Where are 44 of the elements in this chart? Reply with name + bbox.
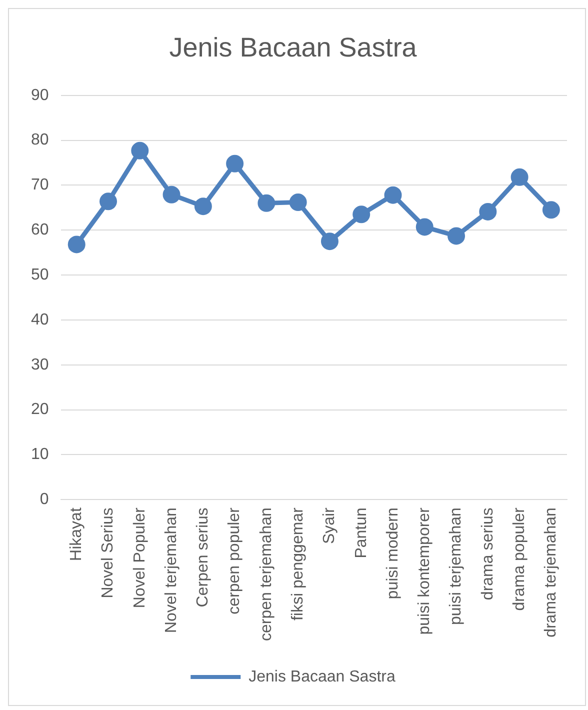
x-tick-label: fiksi penggemar	[289, 506, 306, 621]
point	[258, 194, 276, 212]
point	[384, 186, 402, 204]
x-tick-label: drama populer	[510, 506, 528, 611]
point	[448, 227, 466, 245]
x-tick-label: puisi terjemahan	[448, 508, 465, 625]
legend-label: Jenis Bacaan Sastra	[248, 668, 396, 686]
point	[68, 236, 86, 254]
point	[510, 168, 528, 186]
y-tick-label: 0	[40, 490, 49, 508]
x-tick-label: puisi modern	[384, 508, 402, 600]
x-tick-label: Novel Serius	[100, 508, 117, 598]
x-tick-label: Cerpen serius	[194, 508, 212, 608]
y-tick-label: 40	[31, 311, 49, 328]
y-tick-label: 20	[31, 401, 49, 418]
chart-title: Jenis Bacaan Sastra	[169, 32, 418, 63]
y-tick-label: 60	[31, 222, 49, 239]
point	[320, 232, 338, 250]
x-tick-label: Novel Populer	[131, 506, 148, 608]
x-tick-label: Syair	[321, 506, 338, 544]
point	[352, 206, 370, 224]
point	[289, 194, 307, 212]
y-tick-label: 50	[31, 266, 49, 284]
point	[542, 201, 560, 219]
y-tick-label: 90	[31, 86, 49, 104]
x-tick-label: cerpen populer	[226, 506, 244, 614]
point	[479, 202, 497, 220]
point	[131, 142, 149, 160]
point	[226, 154, 244, 172]
x-tick-label: drama terjemahan	[542, 508, 560, 638]
x-tick-label: Pantun	[352, 508, 370, 558]
y-tick-label: 80	[31, 132, 49, 149]
point	[100, 192, 118, 210]
x-tick-label: Hikayat	[68, 507, 86, 561]
x-tick-label: Novel terjemahan	[162, 508, 180, 633]
y-tick-label: 70	[31, 176, 49, 194]
y-tick-label: 10	[31, 446, 49, 464]
x-tick-label: cerpen terjemahan	[258, 508, 275, 642]
y-tick-label: 30	[31, 356, 49, 374]
point	[416, 218, 434, 236]
point	[162, 186, 180, 204]
point	[194, 198, 212, 216]
x-tick-label: puisi kontemporer	[416, 506, 434, 635]
x-tick-label: drama serius	[479, 508, 496, 600]
